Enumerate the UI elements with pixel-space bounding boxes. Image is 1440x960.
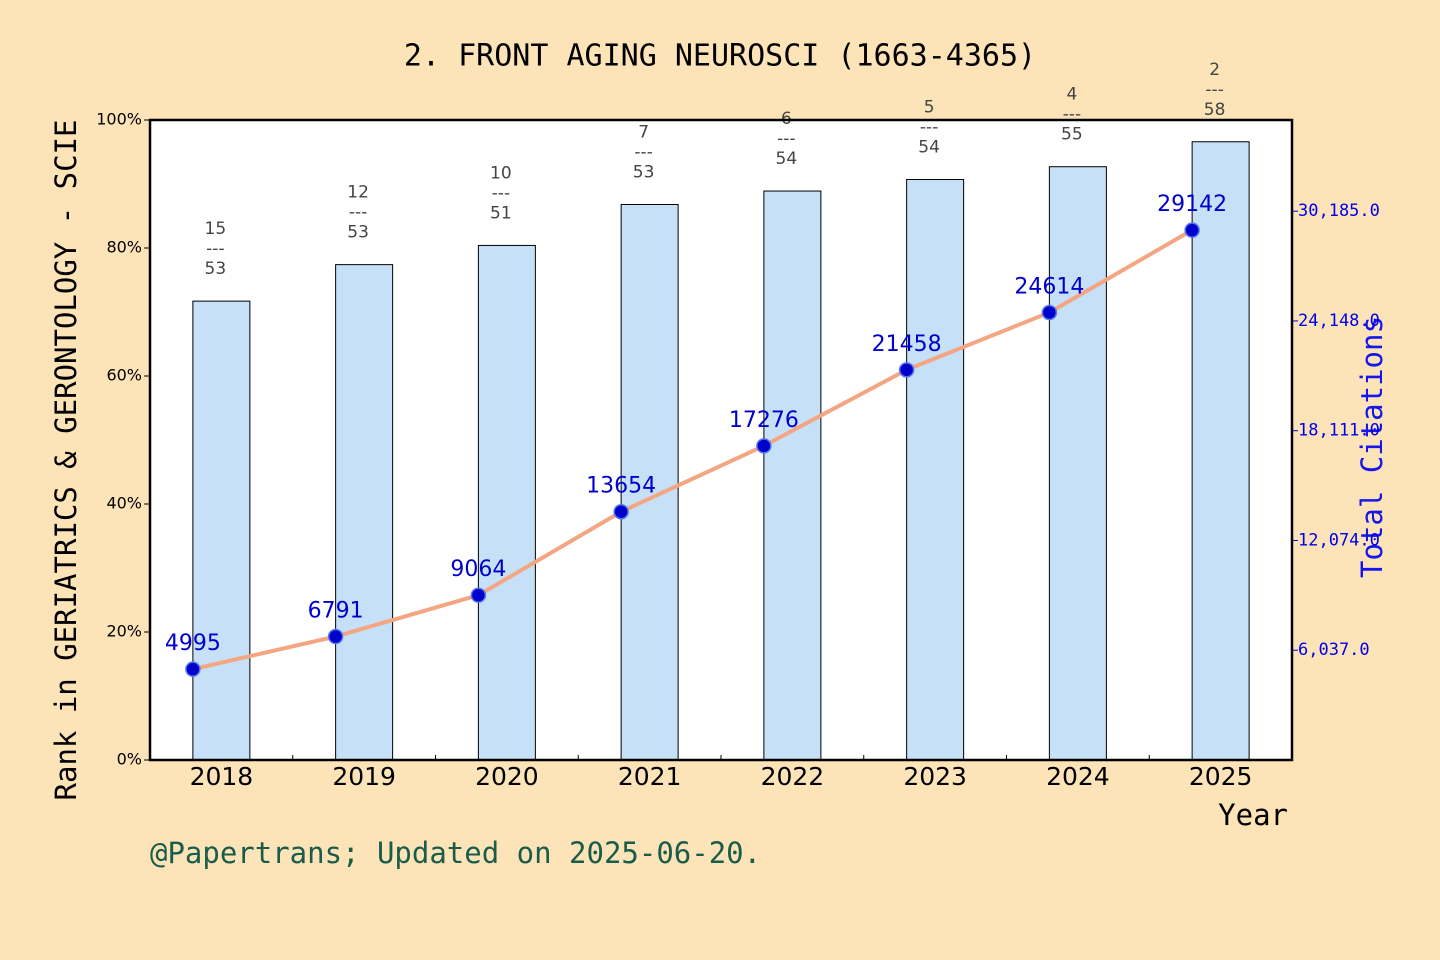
citation-label: 24614 (1014, 274, 1084, 299)
y-tick-label: 20% (106, 622, 142, 641)
bar (620, 203, 679, 761)
rank-label: --- (1063, 105, 1081, 125)
y-tick-label: 40% (106, 494, 142, 513)
y2-axis-label: Total Citations (1355, 316, 1389, 578)
rank-label: --- (206, 239, 224, 259)
bar (192, 300, 251, 761)
x-tick-label: 2025 (1189, 762, 1253, 791)
rank-label: 54 (776, 149, 798, 169)
x-tick-label: 2022 (761, 762, 825, 791)
y-tick-label: 100% (96, 110, 142, 129)
plot-frame (148, 118, 1294, 762)
y-tick-label: 60% (106, 366, 142, 385)
rank-label: 4 (1066, 85, 1077, 105)
bar (335, 264, 394, 761)
x-tick-label: 2019 (332, 762, 396, 791)
x-tick-label: 2024 (1046, 762, 1110, 791)
rank-label: --- (920, 118, 938, 138)
rank-label: 15 (205, 219, 227, 239)
y2-tick-label: 6,037.0 (1298, 640, 1370, 660)
x-tick-label: 2018 (190, 762, 254, 791)
rank-label: 51 (490, 203, 512, 223)
bar (1191, 141, 1250, 761)
chart-title: 2. FRONT AGING NEUROSCI (1663-4365) (404, 39, 1036, 74)
citation-point (470, 587, 487, 603)
rank-label: --- (492, 183, 510, 203)
citation-label: 17276 (729, 408, 799, 433)
rank-label: 55 (1061, 125, 1083, 145)
citation-line (192, 228, 1194, 672)
y2-tick-label: 30,185.0 (1298, 201, 1380, 221)
rank-label: 12 (347, 183, 369, 203)
citation-label: 9064 (450, 557, 506, 582)
y2-tick-label: 18,111.0 (1298, 421, 1380, 441)
y2-tick-label: 12,074.0 (1298, 530, 1380, 550)
rank-label: 58 (1204, 100, 1226, 120)
rank-label: 54 (918, 138, 940, 158)
x-tick-label: 2023 (903, 762, 967, 791)
rank-label: 7 (638, 122, 649, 142)
citation-point (1184, 222, 1200, 238)
citation-point (185, 661, 201, 677)
rank-label: 2 (1209, 60, 1220, 80)
footer: @Papertrans; Updated on 2025-06-20. (150, 836, 761, 870)
x-axis-label: Year (1218, 798, 1288, 832)
citation-point (613, 503, 629, 520)
plot-area (150, 120, 1292, 760)
rank-label: 10 (490, 163, 512, 183)
y-axis-label: Rank in GERIATRICS & GERONTOLOGY - SCIE (49, 120, 83, 801)
rank-label: 5 (924, 98, 935, 118)
citation-point (1041, 304, 1058, 321)
citation-label: 13654 (586, 474, 656, 499)
rank-label: --- (349, 203, 367, 223)
bar (763, 190, 822, 761)
rank-label: 53 (205, 259, 227, 279)
citation-label: 29142 (1157, 192, 1227, 217)
x-tick-label: 2021 (618, 762, 682, 791)
citation-point (898, 362, 915, 378)
bar (1048, 166, 1107, 761)
y-tick-label: 80% (106, 238, 142, 257)
y-tick-label: 0% (117, 750, 142, 769)
rank-label: --- (634, 142, 652, 162)
rank-label: --- (1205, 80, 1223, 100)
citation-point (327, 628, 344, 645)
bar (477, 244, 536, 761)
rank-label: --- (777, 129, 795, 149)
y2-tick-label: 24,148.0 (1298, 311, 1380, 331)
x-tick-label: 2020 (475, 762, 539, 791)
citation-label: 21458 (872, 332, 942, 357)
bar (906, 179, 965, 761)
rank-label: 53 (347, 223, 369, 243)
rank-label: 53 (633, 162, 655, 182)
citation-label: 6791 (308, 599, 364, 624)
citation-point (756, 438, 772, 454)
citation-label: 4995 (165, 631, 221, 656)
